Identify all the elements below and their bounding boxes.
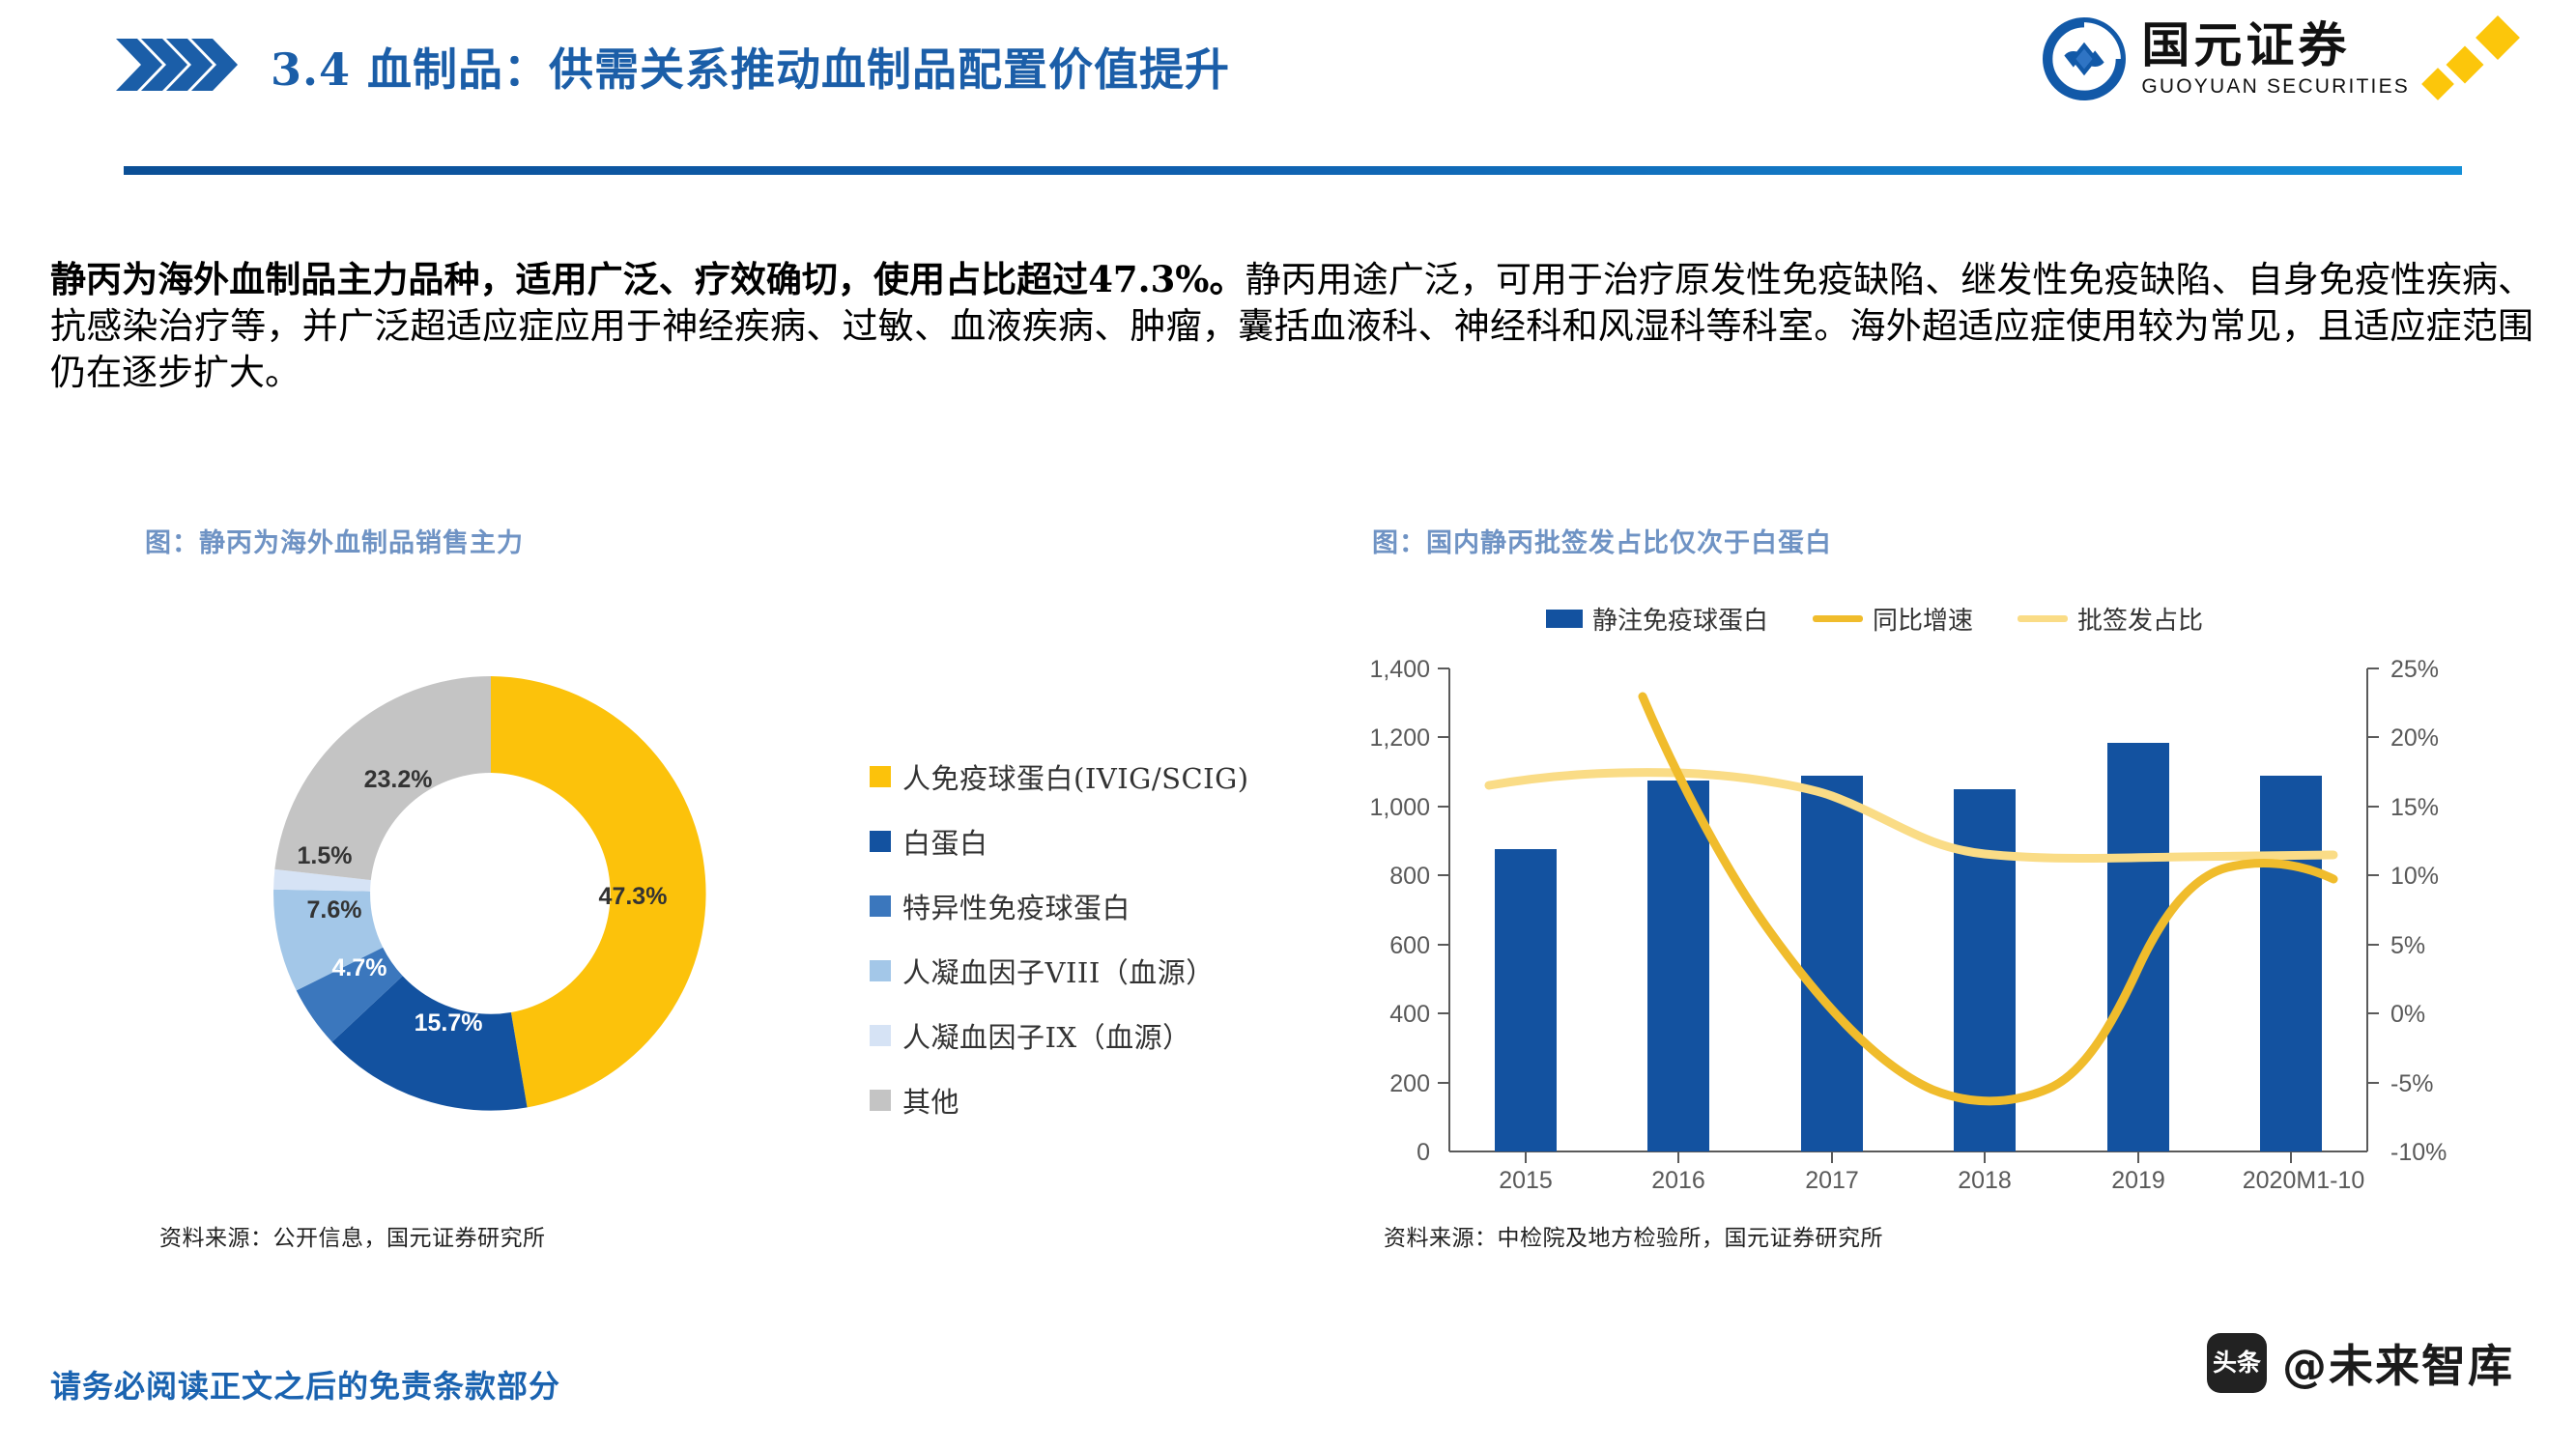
donut-label-0: 47.3%: [599, 883, 668, 910]
legend-item[interactable]: 人凝血因子IX（血源）: [870, 1010, 1249, 1060]
y-right-tick: 25%: [2390, 656, 2439, 683]
brand-sparkle-icon: [2421, 15, 2520, 100]
legend-item[interactable]: 人免疫球蛋白(IVIG/SCIG): [870, 752, 1249, 801]
bar-line-chart: 1,400 1,200 1,000 800 600 400 200 0 25% …: [1353, 649, 2493, 1190]
legend-item[interactable]: 同比增速: [1813, 601, 1973, 637]
donut-label-3: 7.6%: [307, 896, 362, 923]
donut-label-2: 4.7%: [332, 954, 387, 981]
brand-name-cn: 国元证券: [2141, 17, 2351, 73]
y-left-tick: 800: [1389, 863, 1430, 890]
y-right-tick: 10%: [2390, 863, 2439, 890]
left-chart-panel: 图：静丙为海外血制品销售主力: [145, 522, 1304, 559]
y-right-tick: 20%: [2390, 724, 2439, 752]
legend-label: 特异性免疫球蛋白: [902, 891, 1131, 924]
legend-label: 同比增速: [1873, 607, 1974, 636]
legend-line-icon: [1813, 615, 1864, 622]
bar-2019: [2107, 743, 2169, 1151]
y-left-tick: 200: [1389, 1070, 1430, 1097]
legend-item[interactable]: 静注免疫球蛋白: [1546, 601, 1768, 637]
y-right-tick: 5%: [2390, 932, 2425, 959]
x-tick: 2019: [2111, 1167, 2165, 1190]
donut-label-1: 15.7%: [415, 1009, 483, 1037]
y-left-tick: 0: [1417, 1139, 1430, 1166]
x-tick: 2018: [1958, 1167, 2012, 1190]
legend-swatch-icon: [1546, 610, 1583, 628]
y-left-tick: 400: [1389, 1001, 1430, 1028]
legend-label: 人凝血因子VIII（血源）: [902, 955, 1215, 989]
y-left-tick: 1,000: [1369, 794, 1430, 821]
y-left-tick: 1,200: [1369, 724, 1430, 752]
legend-swatch-icon: [870, 1024, 891, 1046]
double-chevron-right-icon: [116, 37, 242, 93]
legend-item[interactable]: 白蛋白: [870, 816, 1249, 866]
body-lead: 静丙为海外血制品主力品种，适用广泛、疗效确切，使用占比超过47.3%。: [50, 258, 1245, 300]
left-chart-source: 资料来源：公开信息，国元证券研究所: [159, 1226, 546, 1251]
y-left-tick: 1,400: [1369, 656, 1430, 683]
y-right-tick: -10%: [2390, 1139, 2447, 1166]
legend-swatch-icon: [870, 1089, 891, 1111]
y-right-tick: -5%: [2390, 1070, 2433, 1097]
legend-item[interactable]: 批签发占比: [2018, 601, 2203, 637]
legend-swatch-icon: [870, 895, 891, 917]
x-tick: 2017: [1805, 1167, 1859, 1190]
legend-label: 批签发占比: [2077, 607, 2204, 636]
x-tick: 2016: [1651, 1167, 1705, 1190]
watermark-text: @未来智库: [2282, 1340, 2514, 1392]
donut-legend: 人免疫球蛋白(IVIG/SCIG) 白蛋白 特异性免疫球蛋白 人凝血因子VIII…: [870, 752, 1249, 1140]
page-header: 3.4 血制品：供需关系推动血制品配置价值提升 国元证券 GUOYUAN SEC…: [0, 0, 2576, 179]
legend-label: 人凝血因子IX（血源）: [902, 1020, 1191, 1054]
watermark: 头条 @未来智库: [2207, 1331, 2514, 1395]
legend-label: 人免疫球蛋白(IVIG/SCIG): [902, 761, 1249, 795]
bar-2017: [1801, 776, 1863, 1151]
bar-chart-legend: 静注免疫球蛋白 同比增速 批签发占比: [1546, 601, 2203, 637]
watermark-badge: 头条: [2207, 1333, 2267, 1393]
right-chart-title: 图：国内静丙批签发占比仅次于白蛋白: [1372, 528, 1832, 558]
y-right-tick: 15%: [2390, 794, 2439, 821]
legend-label: 静注免疫球蛋白: [1592, 607, 1769, 636]
guoyuan-circle-logo-icon: [2043, 17, 2127, 100]
right-chart-panel: 图：国内静丙批签发占比仅次于白蛋白: [1372, 522, 2512, 559]
brand-name-en: GUOYUAN SECURITIES: [2141, 75, 2410, 98]
y-left-tick: 600: [1389, 932, 1430, 959]
bar-2020M1-10: [2260, 776, 2322, 1151]
legend-item[interactable]: 其他: [870, 1075, 1249, 1124]
legend-swatch-icon: [870, 959, 891, 981]
line-batch-share: [1484, 768, 2338, 863]
legend-swatch-icon: [870, 830, 891, 852]
y-right-tick: 0%: [2390, 1001, 2425, 1028]
legend-label: 白蛋白: [902, 826, 988, 860]
body-rest: 静丙用途广泛，可用于治疗原发性免疫缺陷、继发性免疫缺陷、自身免疫性疾病、抗感染治…: [50, 259, 2534, 393]
legend-item[interactable]: 特异性免疫球蛋白: [870, 881, 1249, 930]
legend-label: 其他: [902, 1085, 960, 1119]
page-title: 3.4 血制品：供需关系推动血制品配置价值提升: [271, 43, 1231, 96]
body-paragraph: 静丙为海外血制品主力品种，适用广泛、疗效确切，使用占比超过47.3%。静丙用途广…: [50, 256, 2533, 396]
donut-label-5: 23.2%: [364, 766, 433, 793]
bar-2016: [1647, 781, 1709, 1151]
left-chart-title: 图：静丙为海外血制品销售主力: [145, 528, 524, 558]
bar-2015: [1495, 849, 1557, 1151]
footer-disclaimer: 请务必阅读正文之后的免责条款部分: [50, 1368, 561, 1405]
brand-logo: 国元证券 GUOYUAN SECURITIES: [2043, 15, 2520, 100]
x-tick: 2015: [1499, 1167, 1553, 1190]
donut-chart: 47.3% 15.7% 4.7% 7.6% 1.5% 23.2%: [220, 633, 761, 1154]
legend-line-icon: [2018, 615, 2069, 622]
x-tick: 2020M1-10: [2243, 1167, 2364, 1190]
legend-item[interactable]: 人凝血因子VIII（血源）: [870, 946, 1249, 995]
header-divider: [124, 166, 2462, 175]
donut-label-4: 1.5%: [298, 842, 353, 869]
legend-swatch-icon: [870, 765, 891, 787]
right-chart-source: 资料来源：中检院及地方检验所，国元证券研究所: [1384, 1226, 1883, 1251]
line-yoy-growth: [1638, 692, 2338, 1106]
